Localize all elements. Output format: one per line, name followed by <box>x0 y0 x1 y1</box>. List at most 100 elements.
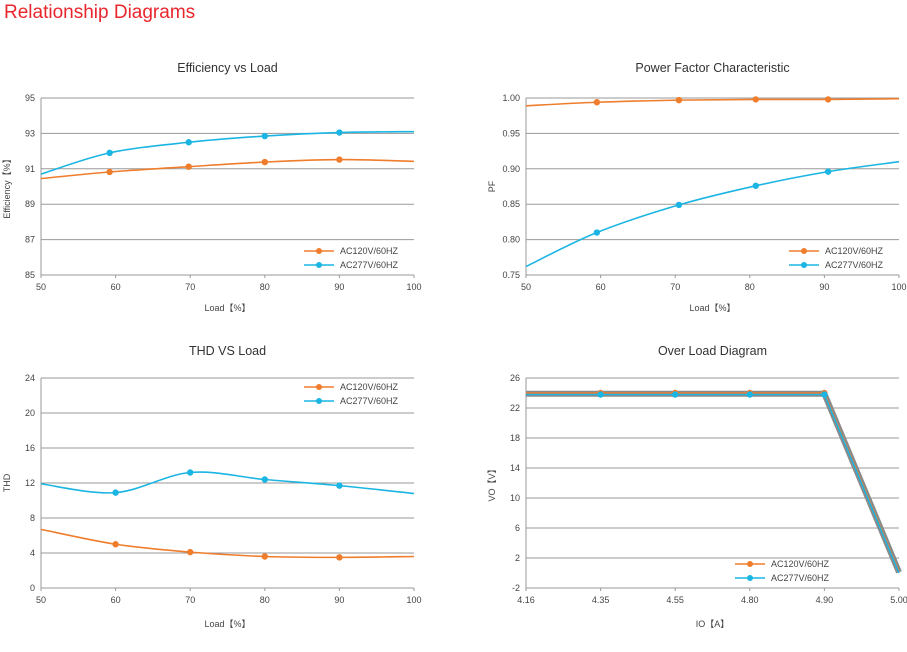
efficiency-vs-load-legend-marker <box>316 248 322 254</box>
thd-vs-load-x-tick-label: 90 <box>334 595 344 605</box>
efficiency-vs-load-y-tick-label: 95 <box>25 93 35 103</box>
power-factor-characteristic-y-axis-label: PF <box>487 180 497 192</box>
efficiency-vs-load-legend-item: AC277V/60HZ <box>304 260 399 270</box>
efficiency-vs-load-legend-item: AC120V/60HZ <box>304 246 399 256</box>
over-load-diagram-legend: AC120V/60HZ AC277V/60HZ <box>735 559 830 583</box>
thd-vs-load-series-ac277v-60hz <box>40 469 415 496</box>
power-factor-characteristic-x-axis: 50 60 70 80 90 100 <box>521 275 907 292</box>
over-load-diagram-title: Over Load Diagram <box>658 344 767 358</box>
thd-vs-load-y-tick-label: 20 <box>25 408 35 418</box>
power-factor-characteristic-series-ac277v-60hz-point <box>593 229 601 236</box>
thd-vs-load-series-ac120v-60hz <box>40 528 415 561</box>
over-load-diagram-series-ac120v-60hz <box>526 389 900 572</box>
over-load-diagram-series-ac277v-60hz <box>526 391 900 574</box>
efficiency-vs-load-legend: AC120V/60HZ AC277V/60HZ <box>304 246 399 270</box>
over-load-diagram-series-ac277v-60hz-point <box>597 391 604 398</box>
efficiency-vs-load-series-ac120v-60hz-point <box>185 163 192 170</box>
efficiency-vs-load-y-axis-label: Efficiency【%】 <box>2 154 12 218</box>
power-factor-characteristic-y-tick-label: 0.80 <box>502 235 520 245</box>
thd-vs-load-series-ac120v-60hz-point <box>112 541 119 548</box>
over-load-diagram-legend-marker <box>747 561 753 567</box>
over-load-diagram-x-tick-label: 5.00 <box>890 595 907 605</box>
thd-vs-load-y-tick-label: 16 <box>25 443 35 453</box>
over-load-diagram-y-tick-label: -2 <box>512 583 520 593</box>
thd-vs-load-x-tick-label: 50 <box>36 595 46 605</box>
over-load-diagram-legend-marker <box>747 575 753 581</box>
power-factor-characteristic-x-tick-label: 50 <box>521 282 531 292</box>
power-factor-characteristic-series-ac277v-60hz-point <box>752 182 759 189</box>
efficiency-vs-load-x-tick-label: 60 <box>111 282 121 292</box>
efficiency-vs-load-x-tick-label: 70 <box>185 282 195 292</box>
efficiency-vs-load-series-ac277v-60hz-line <box>40 130 415 175</box>
efficiency-vs-load-y-tick-label: 89 <box>25 199 35 209</box>
power-factor-chart: Power Factor Characteristic0.750.800.850… <box>487 61 907 313</box>
thd-vs-load-y-axis-label: THD <box>2 473 12 492</box>
thd-vs-load-series-ac277v-60hz-point <box>187 469 194 476</box>
efficiency-vs-load-legend-label: AC120V/60HZ <box>340 246 399 256</box>
thd-vs-load-x-axis: 50 60 70 80 90 100 <box>36 588 422 605</box>
over-load-diagram-legend-label: AC120V/60HZ <box>771 559 830 569</box>
efficiency-vs-load-title: Efficiency vs Load <box>177 61 278 75</box>
page-title: Relationship Diagrams <box>4 2 196 23</box>
thd-vs-load-legend-item: AC277V/60HZ <box>304 396 399 406</box>
thd-vs-load-y-tick-label: 8 <box>30 513 35 523</box>
power-factor-characteristic-legend: AC120V/60HZ AC277V/60HZ <box>789 246 884 270</box>
thd-vs-load-x-tick-label: 60 <box>111 595 121 605</box>
over-load-diagram-series-ac277v-60hz-point <box>821 391 828 398</box>
thd-vs-load-series-ac277v-60hz-line <box>40 471 415 495</box>
over-load-diagram-series-ac277v-60hz-point <box>746 391 753 398</box>
power-factor-characteristic-series-ac277v-60hz-point <box>675 201 683 209</box>
thd-vs-load-y-tick-label: 0 <box>30 583 35 593</box>
power-factor-characteristic-legend-label: AC277V/60HZ <box>825 260 884 270</box>
efficiency-vs-load-series-ac277v-60hz-point <box>106 149 113 157</box>
thd-vs-load-y-axis: 0 4 8 12 16 20 24 <box>25 373 414 593</box>
efficiency-vs-load-series-ac277v-60hz <box>40 129 415 175</box>
thd-vs-load-x-tick-label: 80 <box>260 595 270 605</box>
thd-vs-load-y-tick-label: 4 <box>30 548 35 558</box>
efficiency-vs-load-y-tick-label: 93 <box>25 128 35 138</box>
power-factor-characteristic-series-ac277v-60hz-point <box>824 168 832 175</box>
efficiency-vs-load-y-tick-label: 85 <box>25 270 35 280</box>
power-factor-characteristic-series-ac120v-60hz-line <box>525 97 900 107</box>
efficiency-vs-load-x-axis: 50 60 70 80 90 100 <box>36 275 422 292</box>
thd-vs-load-series-ac277v-60hz-point <box>336 482 343 489</box>
power-factor-characteristic-legend-item: AC120V/60HZ <box>789 246 884 256</box>
thd-vs-load-series-ac120v-60hz-point <box>261 553 268 560</box>
efficiency-vs-load-x-axis-label: Load【%】 <box>204 303 250 313</box>
over-load-diagram-series-ac277v-60hz-point <box>672 391 679 398</box>
power-factor-characteristic-legend-marker <box>801 248 807 254</box>
power-factor-characteristic-y-tick-label: 0.90 <box>502 164 520 174</box>
power-factor-characteristic-x-tick-label: 60 <box>596 282 606 292</box>
efficiency-vs-load-y-tick-label: 91 <box>25 164 35 174</box>
power-factor-characteristic-y-tick-label: 0.95 <box>502 128 520 138</box>
power-factor-characteristic-series-ac120v-60hz-point <box>593 99 601 106</box>
thd-vs-load-y-tick-label: 12 <box>25 478 35 488</box>
over-load-diagram-x-tick-label: 4.55 <box>666 595 684 605</box>
over-load-diagram-legend-item: AC120V/60HZ <box>735 559 830 569</box>
efficiency-vs-load-y-axis: 85 87 89 91 93 95 <box>25 93 414 280</box>
over-load-diagram-series-ac120v-60hz-line <box>526 392 900 572</box>
over-load-diagram-legend-item: AC277V/60HZ <box>735 573 830 583</box>
thd-chart: THD VS Load 0 4 8 12 16 20 24 50 60 70 80 90 100 Load【… <box>2 344 422 629</box>
thd-vs-load-series-ac277v-60hz-point <box>112 489 119 496</box>
efficiency-chart: Efficiency vs Load 85 87 89 91 93 95 50 60 70 80 90… <box>2 61 422 313</box>
power-factor-characteristic-y-tick-label: 1.00 <box>502 93 520 103</box>
thd-vs-load-x-tick-label: 100 <box>406 595 421 605</box>
power-factor-characteristic-series-ac120v-60hz <box>525 96 900 107</box>
over-load-diagram-overlap-band <box>526 390 902 574</box>
thd-vs-load-legend-marker <box>316 384 322 390</box>
over-load-diagram-y-tick-label: 22 <box>510 403 520 413</box>
thd-vs-load-series-ac120v-60hz-point <box>336 554 343 561</box>
power-factor-characteristic-series-ac277v-60hz-line <box>525 160 900 268</box>
efficiency-vs-load-series-ac277v-60hz-point <box>336 129 343 136</box>
power-factor-characteristic-legend-marker <box>801 262 807 268</box>
over-load-diagram-y-tick-label: 14 <box>510 463 520 473</box>
efficiency-vs-load-series-ac120v-60hz-point <box>261 158 268 166</box>
over-load-diagram-x-tick-label: 4.90 <box>816 595 834 605</box>
efficiency-vs-load-legend-marker <box>316 262 322 268</box>
efficiency-vs-load-series-ac120v-60hz-point <box>336 156 343 163</box>
power-factor-characteristic-x-tick-label: 100 <box>891 282 906 292</box>
thd-vs-load-series-ac277v-60hz-point <box>261 476 268 483</box>
